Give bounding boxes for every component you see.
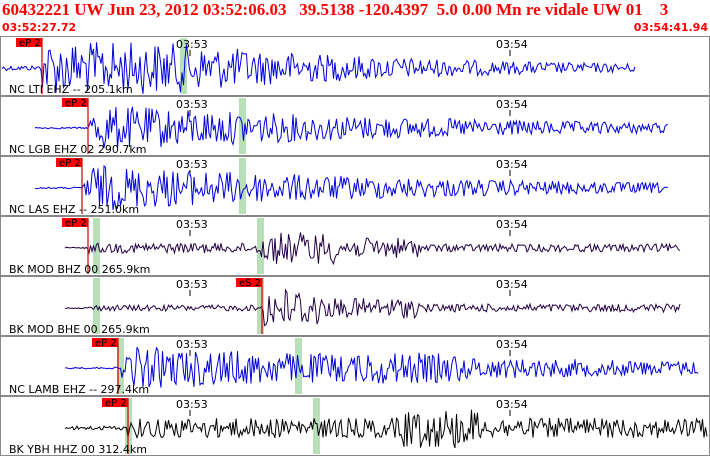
- time-tick-label: 03:54: [496, 38, 528, 51]
- pick-label: eP 2: [59, 158, 81, 169]
- waveform: [34, 106, 669, 149]
- time-tick-label: 03:54: [496, 398, 528, 411]
- seismogram-panels: 03:53 03:54 eP 2 NC LTI EHZ -- 205.1km 03:53…: [0, 36, 710, 458]
- time-tick-label: 03:53: [176, 218, 208, 231]
- station-label: BK YBH HHZ 00 312.4km: [9, 443, 147, 456]
- phase-highlight: [257, 278, 264, 334]
- waveform: [64, 232, 681, 266]
- event-title: 60432221 UW Jun 23, 2012 03:52:06.03 39.…: [2, 0, 669, 19]
- phase-highlight: [257, 218, 264, 274]
- pick-label: eP 2: [65, 98, 87, 109]
- trace-panel: 03:53 03:54 eP 2 NC LGB EHZ 02 290.7km: [0, 96, 710, 156]
- time-tick-label: 03:53: [176, 278, 208, 291]
- pick-marker: [16, 38, 42, 47]
- waveform: [64, 288, 681, 327]
- phase-highlight: [239, 158, 246, 214]
- end-time-label: 03:54:41.94: [633, 21, 708, 34]
- pick-label: eS 2: [239, 278, 261, 289]
- trace-panel: 03:53 03:54 eP 2 NC LAMB EHZ -- 297.4km: [0, 336, 710, 396]
- pick-label: eP 2: [95, 338, 117, 349]
- pick-marker: [56, 158, 82, 167]
- trace-panel: 03:53 03:54 eP 2 NC LAS EHZ -- 251.0km: [0, 156, 710, 216]
- pick-label: eP 2: [65, 218, 87, 229]
- time-tick-label: 03:53: [176, 98, 208, 111]
- pick-label: eP 2: [105, 398, 127, 409]
- station-label: NC LAMB EHZ -- 297.4km: [9, 383, 149, 396]
- station-label: BK MOD BHE 00 265.9km: [9, 323, 150, 336]
- time-tick-label: 03:54: [496, 158, 528, 171]
- waveform: [34, 165, 669, 210]
- phase-highlight: [180, 38, 187, 94]
- station-label: BK MOD BHZ 00 265.9km: [9, 263, 150, 276]
- time-tick-label: 03:53: [176, 398, 208, 411]
- trace-panel: 03:53 03:54 eP 2 BK YBH HHZ 00 312.4km: [0, 396, 710, 456]
- time-tick-label: 03:53: [176, 338, 208, 351]
- time-tick-label: 03:54: [496, 278, 528, 291]
- time-tick-label: 03:54: [496, 338, 528, 351]
- station-label: NC LGB EHZ 02 290.7km: [9, 143, 146, 156]
- waveform: [1, 42, 636, 94]
- start-time-label: 03:52:27.72: [2, 21, 77, 34]
- pick-marker: [62, 218, 88, 227]
- phase-highlight: [117, 338, 124, 394]
- station-label: NC LTI EHZ -- 205.1km: [9, 83, 133, 96]
- trace-panel: 03:53 03:54 eP 2 NC LTI EHZ -- 205.1km: [0, 36, 710, 96]
- time-tick-label: 03:53: [176, 38, 208, 51]
- pick-marker: [62, 98, 88, 107]
- station-label: NC LAS EHZ -- 251.0km: [9, 203, 139, 216]
- waveform: [64, 409, 708, 449]
- phase-highlight: [313, 398, 320, 454]
- pick-label: eP 2: [19, 38, 41, 49]
- event-header: 60432221 UW Jun 23, 2012 03:52:06.03 39.…: [0, 0, 710, 36]
- pick-marker: [236, 278, 262, 287]
- trace-panel: 03:53 03:54 eP 2 BK MOD BHZ 00 265.9km: [0, 216, 710, 276]
- time-tick-label: 03:53: [176, 158, 208, 171]
- time-tick-label: 03:54: [496, 218, 528, 231]
- pick-marker: [92, 338, 118, 347]
- trace-panel: 03:53 03:54 eS 2 BK MOD BHE 00 265.9km: [0, 276, 710, 336]
- pick-marker: [102, 398, 128, 407]
- time-tick-label: 03:54: [496, 98, 528, 111]
- waveform: [65, 346, 699, 388]
